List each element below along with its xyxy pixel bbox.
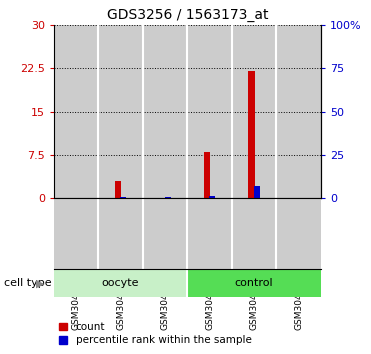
Bar [232, 25, 276, 198]
Bar [254, 186, 260, 198]
Text: control: control [235, 278, 273, 288]
Text: cell type: cell type [4, 278, 51, 288]
Bar [187, 198, 232, 269]
Bar [248, 71, 255, 198]
Bar [98, 25, 143, 198]
Bar [54, 25, 98, 198]
Bar [54, 198, 98, 269]
Bar [204, 152, 210, 198]
Bar [187, 269, 321, 297]
Bar [276, 25, 321, 198]
Bar [232, 198, 276, 269]
Bar [143, 25, 187, 198]
Text: oocyte: oocyte [102, 278, 139, 288]
Bar [187, 25, 232, 198]
Bar [98, 198, 143, 269]
Legend: count, percentile rank within the sample: count, percentile rank within the sample [59, 322, 252, 345]
Text: ▶: ▶ [36, 278, 44, 288]
Title: GDS3256 / 1563173_at: GDS3256 / 1563173_at [106, 8, 268, 22]
Bar [276, 198, 321, 269]
Bar [120, 196, 127, 198]
Bar [115, 181, 121, 198]
Bar [209, 196, 216, 198]
Bar [54, 269, 187, 297]
Bar [143, 198, 187, 269]
